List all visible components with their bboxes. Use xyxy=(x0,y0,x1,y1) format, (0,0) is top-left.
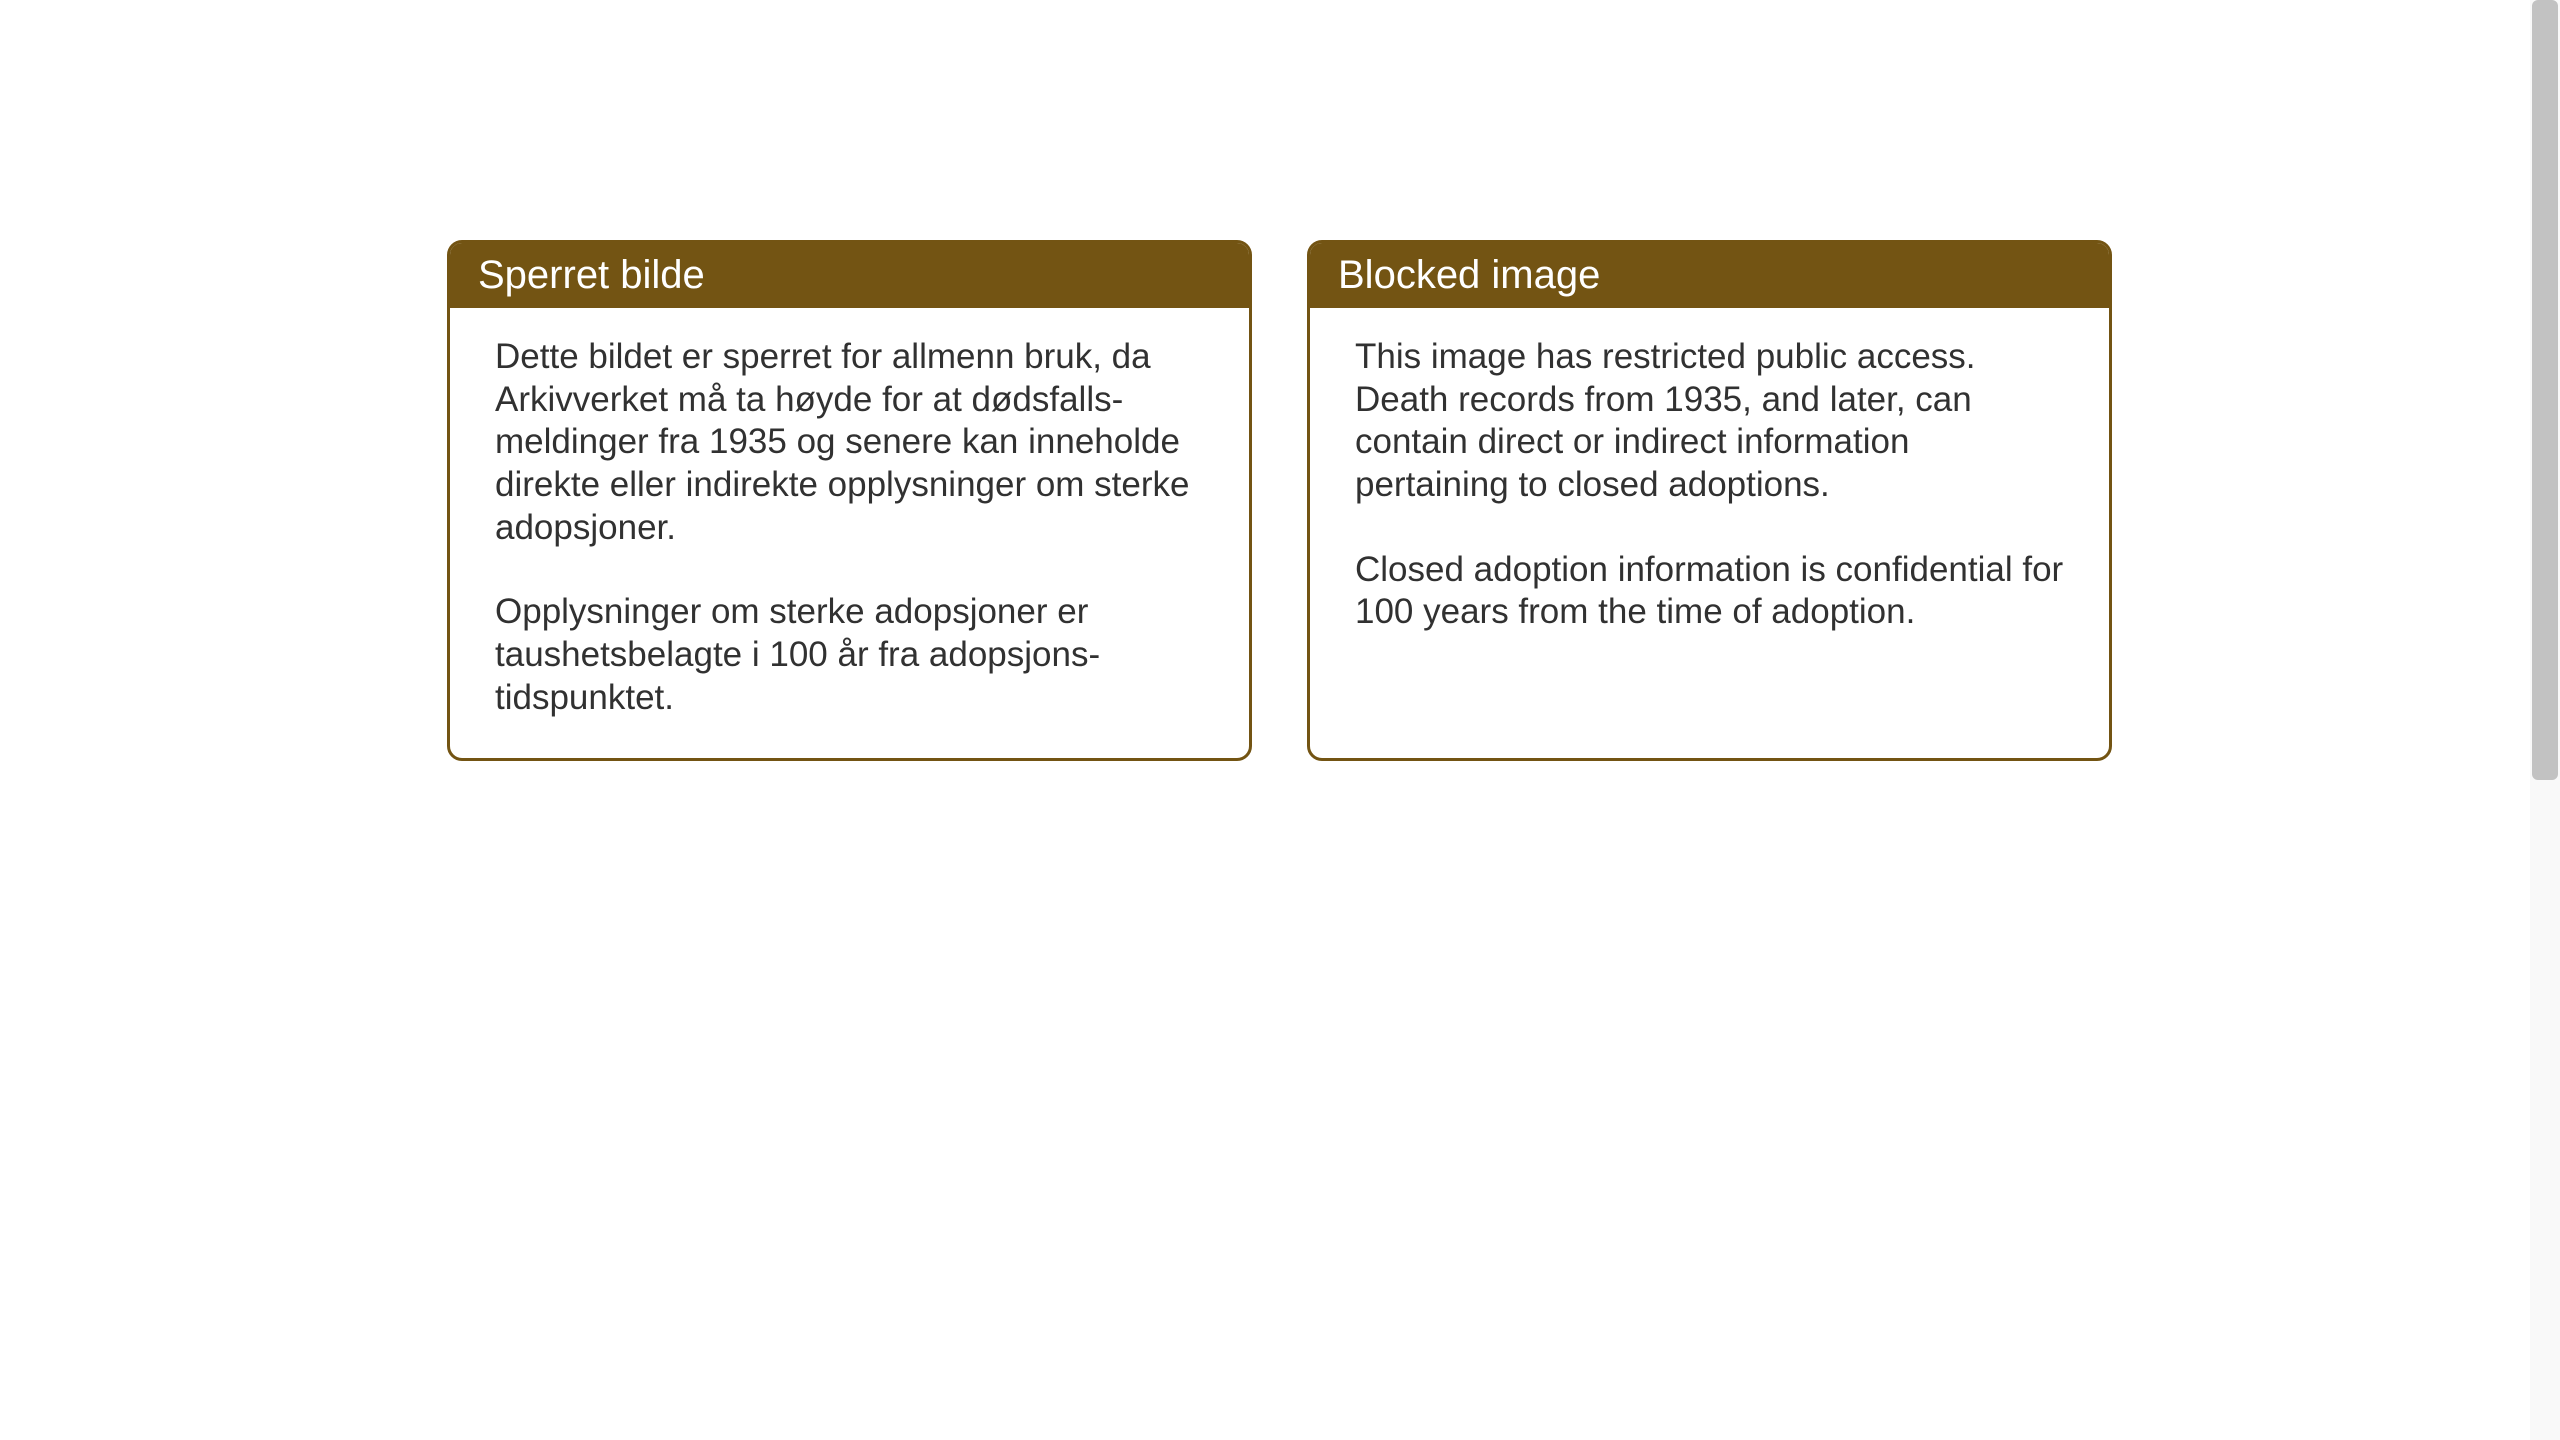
notice-paragraph-1-norwegian: Dette bildet er sperret for allmenn bruk… xyxy=(495,336,1204,549)
notice-body-english: This image has restricted public access.… xyxy=(1310,308,2109,672)
notice-card-norwegian: Sperret bilde Dette bildet er sperret fo… xyxy=(447,240,1252,761)
notice-paragraph-2-english: Closed adoption information is confident… xyxy=(1355,549,2064,634)
notice-body-norwegian: Dette bildet er sperret for allmenn bruk… xyxy=(450,308,1249,758)
notice-header-english: Blocked image xyxy=(1310,243,2109,308)
notice-title-english: Blocked image xyxy=(1338,253,1600,297)
scrollbar-track[interactable] xyxy=(2530,0,2560,1440)
notice-paragraph-2-norwegian: Opplysninger om sterke adopsjoner er tau… xyxy=(495,591,1204,719)
notice-card-english: Blocked image This image has restricted … xyxy=(1307,240,2112,761)
notice-paragraph-1-english: This image has restricted public access.… xyxy=(1355,336,2064,507)
scrollbar-thumb[interactable] xyxy=(2532,0,2558,780)
notice-header-norwegian: Sperret bilde xyxy=(450,243,1249,308)
notice-container: Sperret bilde Dette bildet er sperret fo… xyxy=(447,240,2112,761)
notice-title-norwegian: Sperret bilde xyxy=(478,253,705,297)
